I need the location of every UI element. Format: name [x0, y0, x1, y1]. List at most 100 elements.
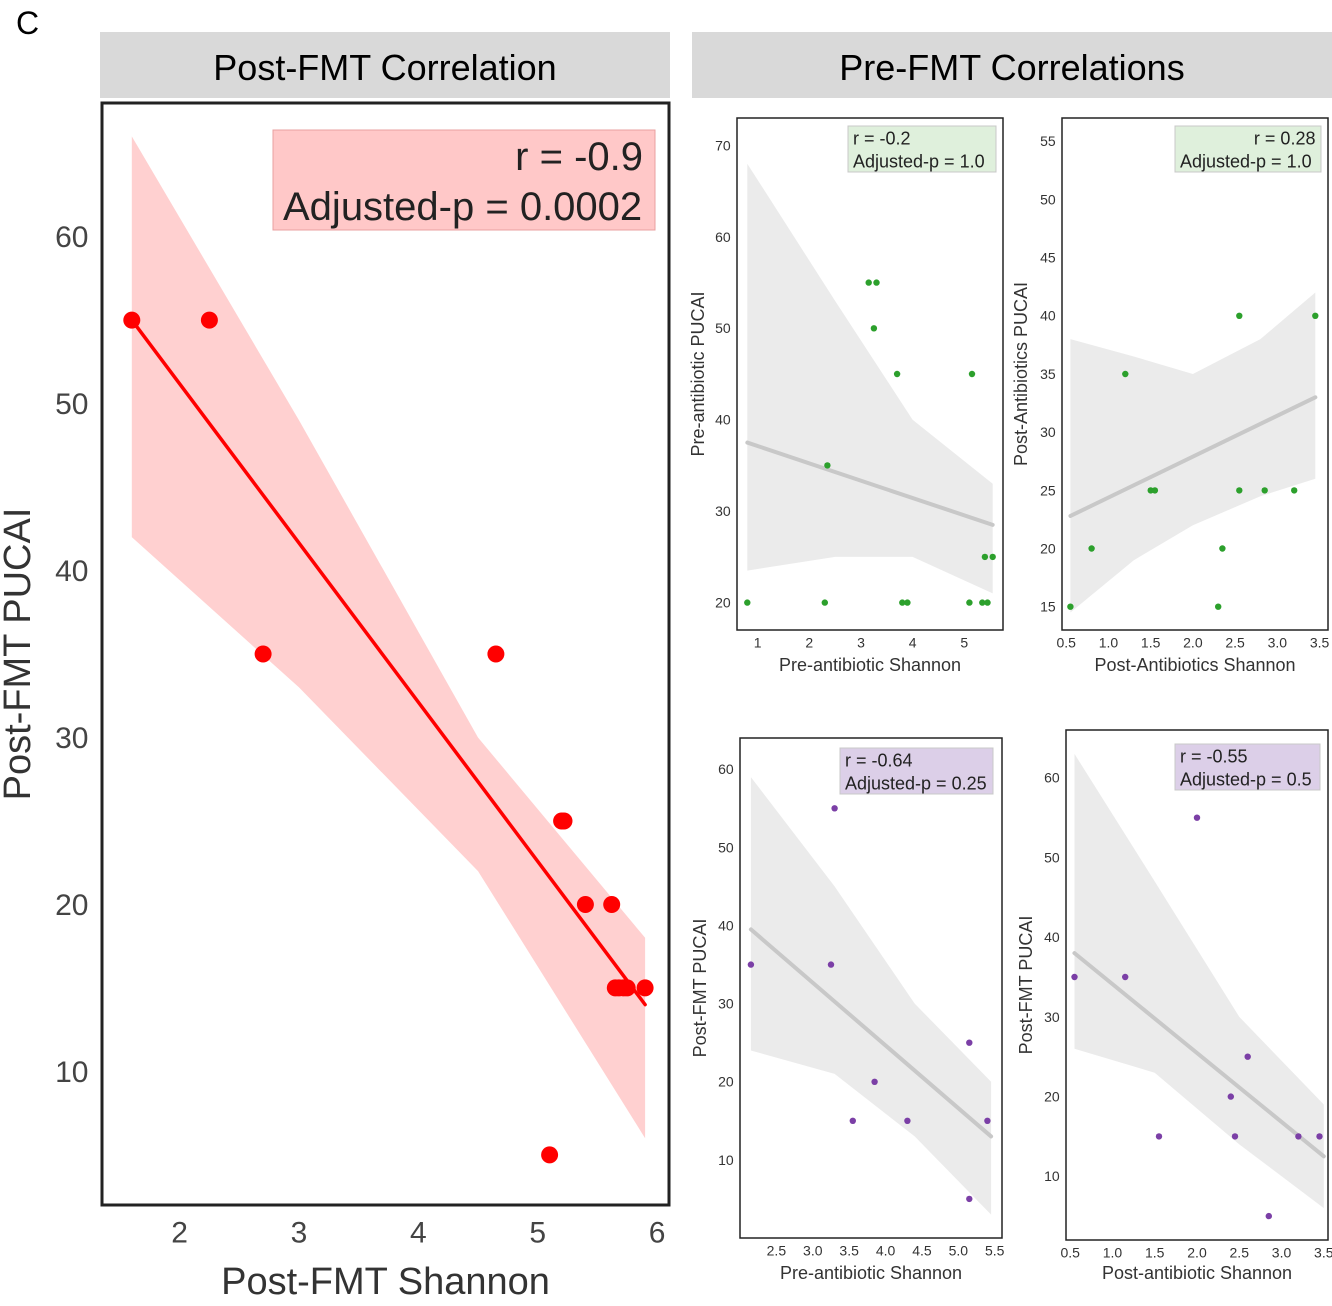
- x-tick-label: 5: [960, 635, 968, 651]
- data-point: [893, 370, 901, 378]
- data-point: [871, 1078, 878, 1086]
- annotation-box: [272, 129, 656, 231]
- data-point: [1312, 312, 1319, 319]
- panel-letter: C: [16, 5, 39, 41]
- x-tick-label: 2.5: [1230, 1245, 1250, 1261]
- y-tick-label: 60: [715, 229, 731, 245]
- data-point: [200, 311, 218, 329]
- data-point: [827, 961, 835, 968]
- x-tick-label: 3.5: [1314, 1245, 1332, 1261]
- annotation-p: Adjusted-p = 0.0002: [283, 185, 642, 229]
- data-point: [1316, 1133, 1323, 1140]
- data-point: [979, 599, 986, 606]
- y-tick-label: 10: [1044, 1168, 1060, 1184]
- y-tick-label: 60: [1044, 770, 1060, 786]
- annotation-r: r = -0.64: [845, 750, 913, 770]
- x-tick-label: 3.0: [803, 1243, 823, 1259]
- x-tick-label: 3.5: [839, 1243, 859, 1259]
- y-tick-label: 40: [55, 555, 88, 588]
- y-tick-label: 20: [715, 594, 731, 610]
- x-tick-label: 2: [171, 1217, 188, 1250]
- data-point: [1236, 312, 1243, 319]
- y-tick-label: 30: [1044, 1009, 1060, 1025]
- y-tick-label: 30: [55, 722, 88, 755]
- annotation-box: [1174, 743, 1321, 791]
- y-tick-label: 10: [55, 1056, 88, 1089]
- data-point: [1193, 814, 1201, 821]
- x-tick-label: 6: [649, 1217, 666, 1250]
- data-point: [865, 279, 872, 286]
- y-tick-label: 60: [718, 761, 734, 777]
- plot-frame: [736, 117, 1004, 631]
- data-point: [576, 896, 594, 913]
- y-tick-label: 50: [715, 320, 731, 336]
- x-tick-label: 2.5: [1225, 635, 1245, 651]
- annotation-box: [847, 125, 997, 173]
- data-point: [873, 279, 880, 286]
- x-tick-label: 1.5: [1145, 1245, 1165, 1261]
- y-tick-label: 30: [715, 503, 731, 519]
- x-axis-label: Pre-antibiotic Shannon: [779, 655, 961, 675]
- confidence-band: [131, 136, 646, 1139]
- x-tick-label: 3: [857, 635, 865, 651]
- data-point: [966, 1195, 973, 1203]
- x-axis-label: Post-Antibiotics Shannon: [1094, 655, 1295, 675]
- x-tick-label: 5.5: [985, 1243, 1005, 1259]
- regression-line: [748, 927, 994, 1139]
- x-tick-label: 2.0: [1183, 635, 1203, 651]
- right-header-title: Pre-FMT Correlations: [839, 47, 1184, 88]
- annotation-r: r = -0.2: [853, 128, 911, 148]
- data-point: [824, 462, 831, 469]
- x-tick-label: 1: [754, 635, 762, 651]
- annotation-p: Adjusted-p = 0.25: [845, 773, 987, 793]
- data-point: [984, 599, 991, 606]
- y-tick-label: 40: [715, 412, 731, 428]
- y-tick-label: 25: [1040, 482, 1056, 498]
- y-tick-label: 55: [1040, 133, 1056, 149]
- data-point: [849, 1117, 856, 1125]
- regression-line: [745, 440, 995, 527]
- data-point: [1244, 1053, 1251, 1060]
- chart-pre-antibiotic: 1 2 3 4 5 20 30 40 50 60 70 Pre-antibiotic Shannon P…: [688, 117, 1004, 675]
- data-point: [1088, 545, 1095, 552]
- data-point: [870, 325, 878, 332]
- data-point: [1261, 487, 1268, 494]
- x-axis-label: Post-FMT Shannon: [221, 1261, 550, 1303]
- data-point: [968, 370, 976, 378]
- annotation-p: Adjusted-p = 0.5: [1180, 769, 1312, 789]
- data-point: [1067, 603, 1074, 610]
- x-tick-label: 2.0: [1187, 1245, 1207, 1261]
- x-tick-label: 4: [410, 1217, 427, 1250]
- y-axis-label: Post-Antibiotics PUCAI: [1011, 282, 1031, 466]
- x-tick-label: 4.5: [912, 1243, 932, 1259]
- left-header-bg: [100, 32, 670, 98]
- data-point: [487, 645, 505, 663]
- x-axis-label: Post-antibiotic Shannon: [1102, 1263, 1292, 1283]
- data-point: [618, 979, 636, 997]
- y-tick-label: 20: [55, 889, 88, 922]
- x-tick-label: 4.0: [876, 1243, 896, 1259]
- x-tick-label: 2: [805, 635, 813, 651]
- y-tick-label: 40: [1040, 308, 1056, 324]
- annotation-p: Adjusted-p = 1.0: [853, 151, 985, 171]
- y-tick-label: 10: [718, 1152, 734, 1168]
- y-axis-label: Post-FMT PUCAI: [690, 919, 710, 1058]
- plot-frame: [100, 101, 671, 1207]
- x-tick-label: 0.5: [1060, 1245, 1080, 1261]
- data-point: [254, 645, 272, 663]
- data-point: [1295, 1133, 1302, 1140]
- left-header-title: Post-FMT Correlation: [213, 47, 556, 88]
- data-point: [1122, 370, 1129, 378]
- y-tick-label: 30: [718, 996, 734, 1012]
- y-tick-label: 15: [1040, 599, 1056, 615]
- data-point: [1122, 973, 1129, 981]
- data-point: [1071, 973, 1078, 981]
- annotation-box: [839, 747, 994, 795]
- x-tick-label: 3.0: [1268, 635, 1288, 651]
- y-tick-label: 60: [55, 221, 88, 254]
- data-point: [904, 1117, 911, 1125]
- data-point: [1231, 1133, 1239, 1140]
- y-tick-label: 50: [55, 388, 88, 421]
- data-point: [966, 1039, 973, 1046]
